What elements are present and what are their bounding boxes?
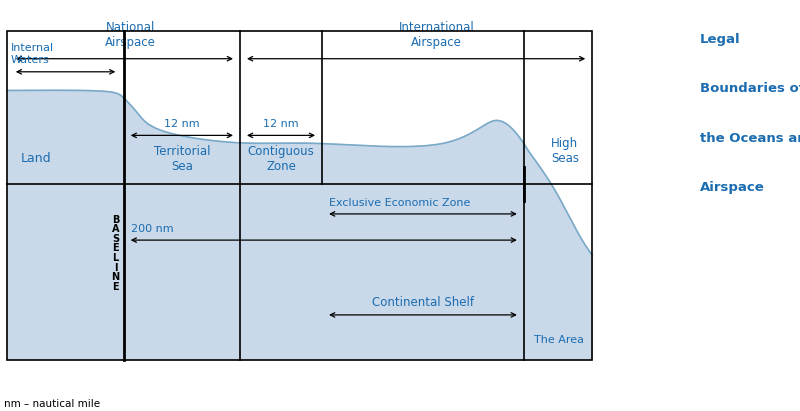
Text: 12 nm: 12 nm [263,119,299,129]
Text: B
A
S
E
L
I
N
E: B A S E L I N E [111,215,119,292]
Text: Legal: Legal [700,33,741,46]
Text: Airspace: Airspace [700,181,765,194]
Text: Internal
Waters: Internal Waters [11,44,54,65]
Text: Continental Shelf: Continental Shelf [372,296,474,309]
Text: The Area: The Area [534,335,584,345]
Text: Land: Land [21,152,52,165]
Text: National
Airspace: National Airspace [105,21,156,49]
Text: Territorial
Sea: Territorial Sea [154,145,210,173]
Text: 12 nm: 12 nm [164,119,200,129]
Text: Contiguous
Zone: Contiguous Zone [248,145,314,173]
Text: Exclusive Economic Zone: Exclusive Economic Zone [329,199,470,208]
Polygon shape [7,90,592,360]
Text: Boundaries of: Boundaries of [700,82,800,95]
Text: High
Seas: High Seas [551,137,579,165]
Text: nm – nautical mile: nm – nautical mile [4,399,100,409]
Text: 200 nm: 200 nm [130,224,173,235]
Text: International
Airspace: International Airspace [398,21,474,49]
Text: the Oceans and: the Oceans and [700,132,800,145]
